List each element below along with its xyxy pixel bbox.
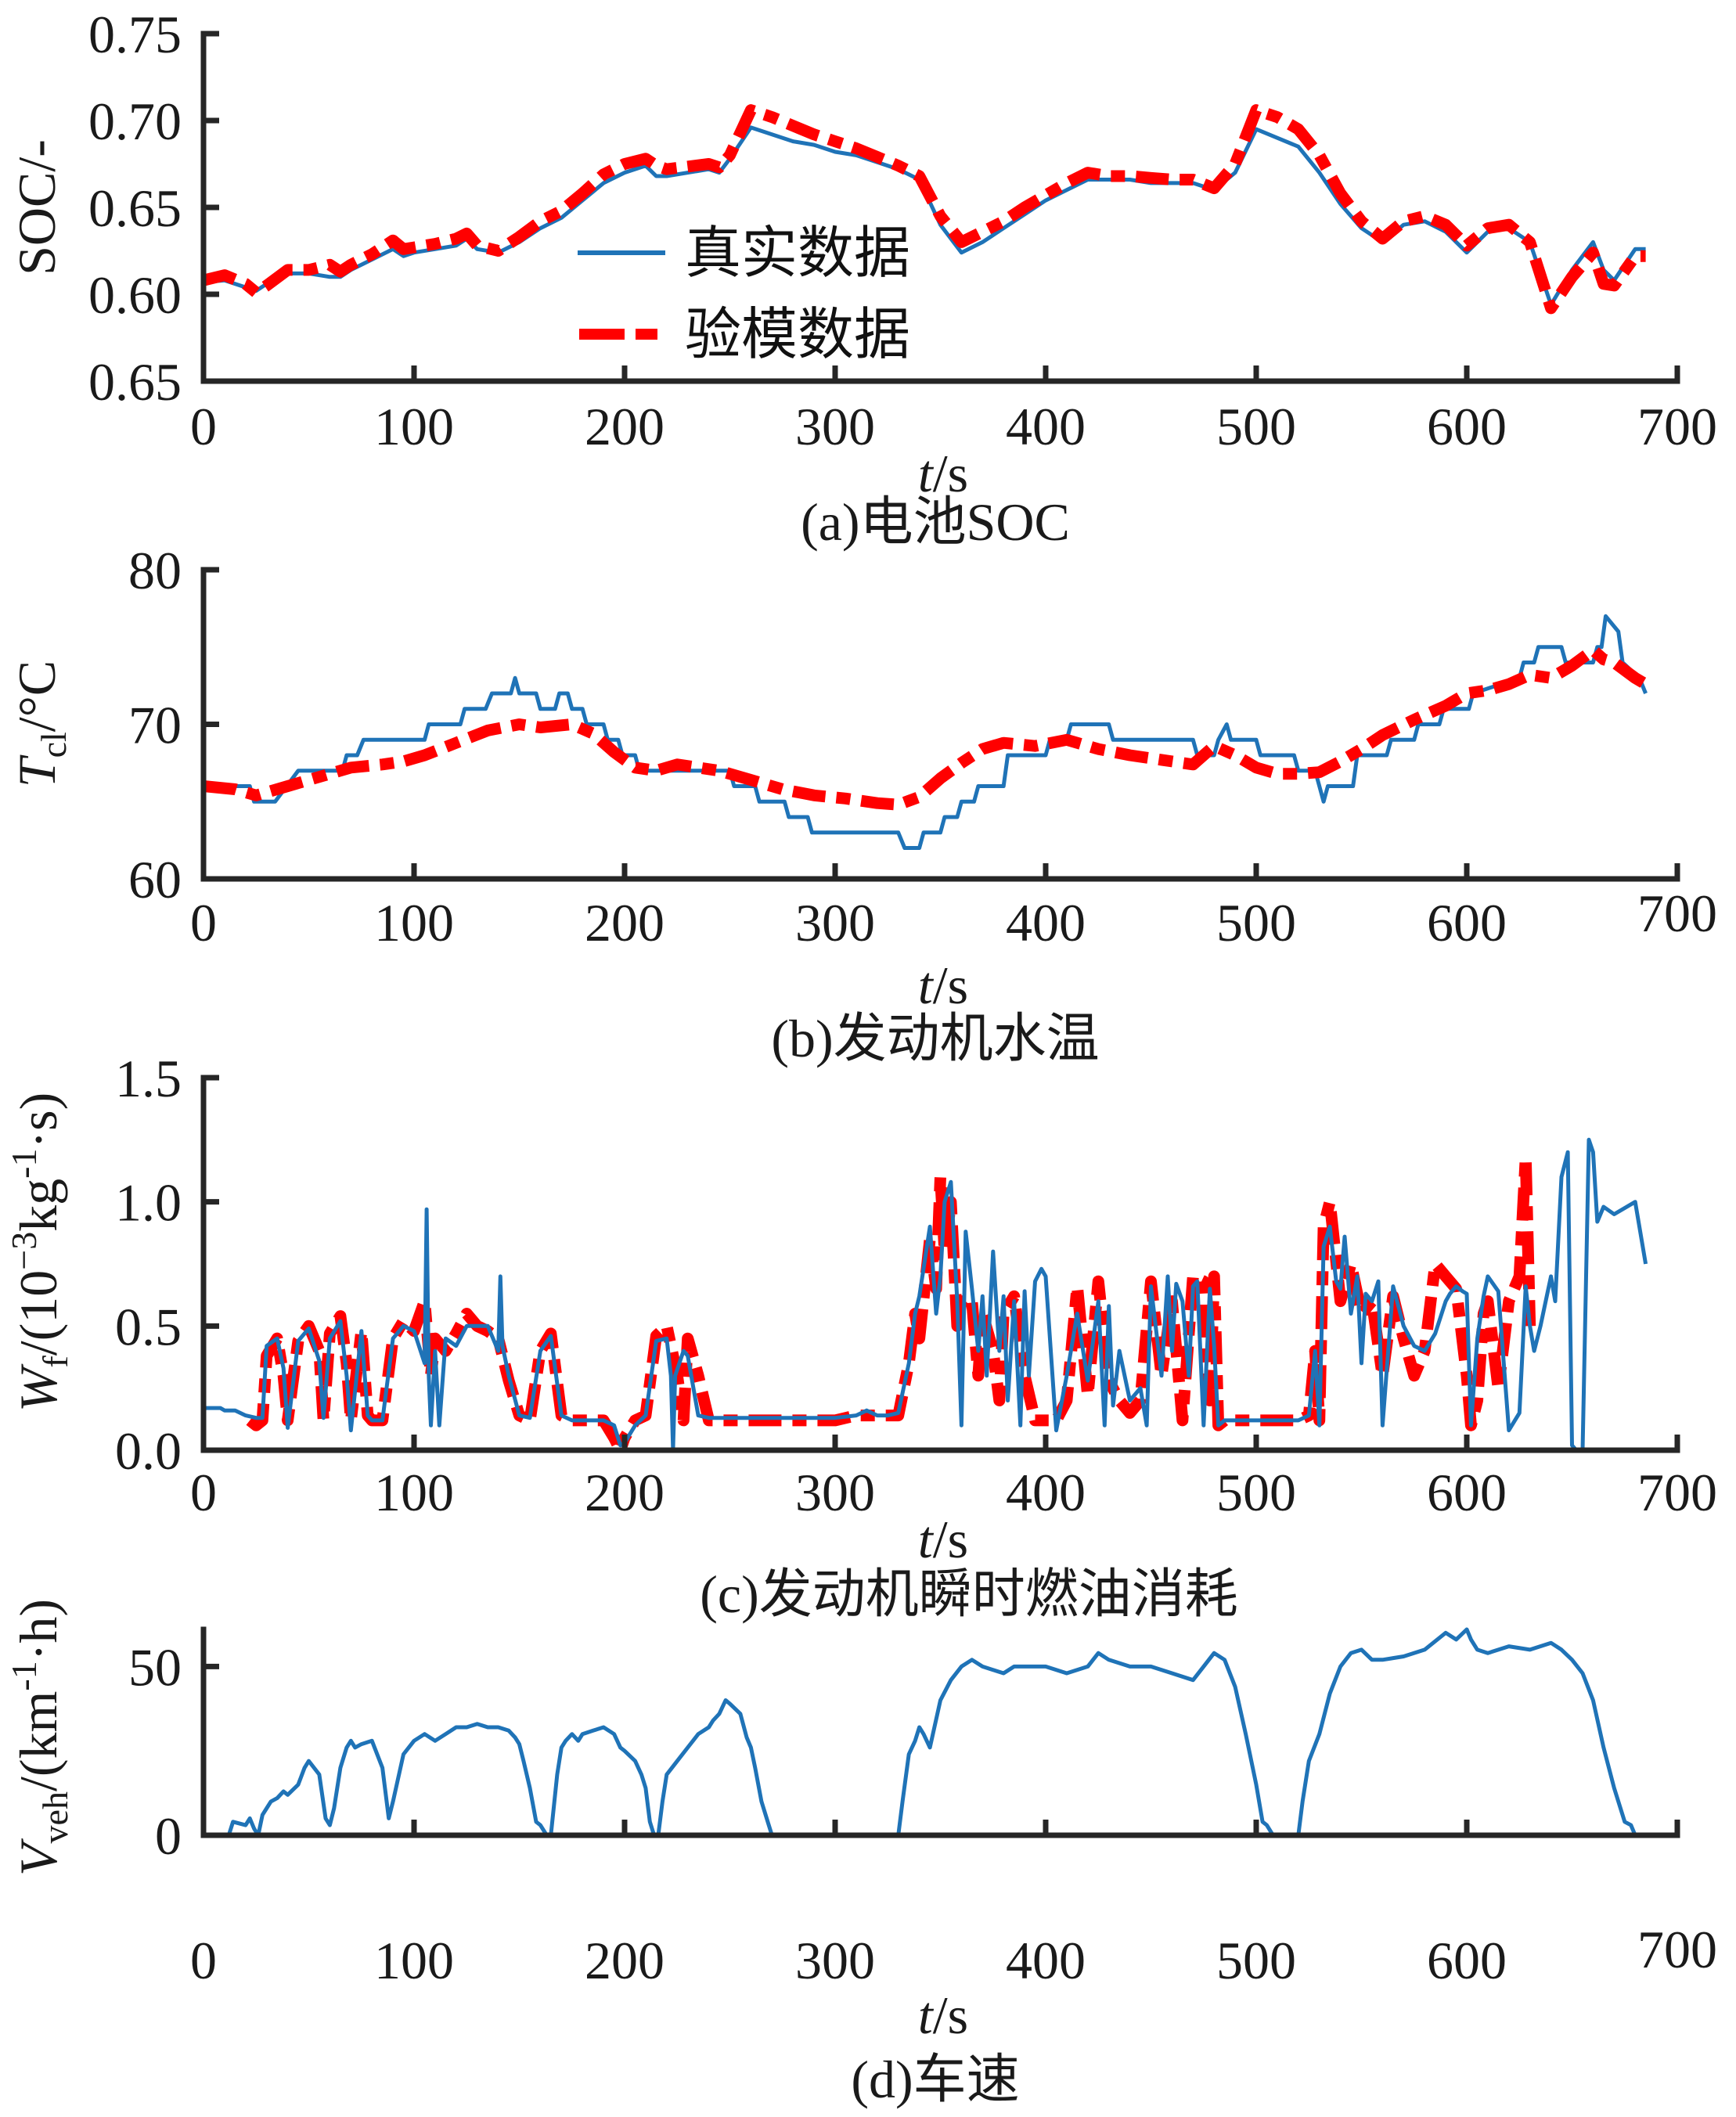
subplot-c-axes: 0 100 200 300 400 500 600 700 1.5 1.0 0.5 0.0 bbox=[115, 1049, 1717, 1522]
subplot-c-title: (c)发动机瞬时燃油消耗 bbox=[700, 1564, 1237, 1624]
subplot-d-ytick-label: 50 bbox=[128, 1637, 182, 1697]
subplot-c-fuel-rate: 0 100 200 300 400 500 600 700 1.5 1.0 0.5 0.0 Wf/(1… bbox=[4, 1049, 1717, 1624]
subplot-b-ytick-label: 70 bbox=[128, 696, 182, 755]
subplot-c-xtick-label: 300 bbox=[795, 1463, 875, 1522]
subplot-a-xtick-label: 100 bbox=[374, 397, 454, 456]
subplot-a-ytick-label: 0.75 bbox=[88, 5, 182, 64]
subplot-a-soc: 0 100 200 300 400 500 600 700 0.75 0.70 0.65 0.60 0.… bbox=[7, 5, 1717, 552]
subplot-d-xtick-label: 0 bbox=[190, 1931, 217, 1990]
subplot-a-xtick-label: 500 bbox=[1216, 397, 1296, 456]
subplot-a-title: (a)电池SOC bbox=[801, 492, 1070, 552]
subplot-c-xlabel: t/s bbox=[918, 1510, 968, 1569]
subplot-d-xtick-label: 400 bbox=[1006, 1931, 1086, 1990]
subplot-b-ylabel: Tcl/°C bbox=[7, 661, 74, 787]
subplot-c-ytick-label: 0.0 bbox=[115, 1421, 182, 1481]
subplot-d-xtick-label: 200 bbox=[585, 1931, 665, 1990]
subplot-b-lines bbox=[203, 614, 1649, 850]
subplot-b-xtick-label: 0 bbox=[190, 893, 217, 952]
legend: 真实数据 验模数据 bbox=[578, 220, 910, 367]
subplot-b-xtick-label: 100 bbox=[374, 893, 454, 952]
subplot-c-xtick-label: 500 bbox=[1216, 1463, 1296, 1522]
subplot-b-series-real bbox=[203, 614, 1648, 850]
subplot-a-ylabel: SOC/- bbox=[7, 139, 67, 275]
subplot-d-xtick-label: 300 bbox=[795, 1931, 875, 1990]
subplot-c-ytick-label: 0.5 bbox=[115, 1297, 182, 1356]
subplot-d-ylabel: Vveh/(km-1·h) bbox=[4, 1599, 75, 1876]
subplot-c-ylabel: Wf/(10−3kg-1·s) bbox=[4, 1093, 75, 1413]
subplot-a-xtick-label: 200 bbox=[585, 397, 665, 456]
subplot-a-xtick-label: 0 bbox=[190, 397, 217, 456]
subplot-d-lines bbox=[203, 1627, 1637, 1838]
subplot-b-ytick-label: 80 bbox=[128, 541, 182, 600]
subplot-c-xtick-label: 600 bbox=[1427, 1463, 1507, 1522]
subplot-c-lines bbox=[203, 1137, 1648, 1456]
subplot-a-ytick-label: 0.65 bbox=[88, 352, 182, 412]
subplot-c-series-real bbox=[203, 1137, 1648, 1453]
subplot-d-xtick-label: 500 bbox=[1216, 1931, 1296, 1990]
subplot-c-xtick-label: 700 bbox=[1637, 1463, 1717, 1522]
subplot-c-xtick-label: 0 bbox=[190, 1463, 217, 1522]
subplot-a-ytick-label: 0.70 bbox=[88, 92, 182, 151]
subplot-b-xtick-label: 200 bbox=[585, 893, 665, 952]
subplot-b-xtick-label: 700 bbox=[1637, 884, 1717, 943]
subplot-a-series-real bbox=[203, 125, 1646, 307]
subplot-b-ytick-label: 60 bbox=[128, 850, 182, 909]
subplot-a-ytick-label: 0.60 bbox=[88, 265, 182, 325]
subplot-d-xtick-label: 700 bbox=[1637, 1920, 1717, 1979]
subplot-d-series-real bbox=[203, 1627, 1637, 1838]
subplot-a-ytick-label: 0.65 bbox=[88, 178, 182, 238]
subplot-b-series-model bbox=[203, 644, 1649, 811]
subplot-b-xtick-label: 600 bbox=[1427, 893, 1507, 952]
subplot-a-xtick-label: 400 bbox=[1006, 397, 1086, 456]
subplot-b-axes: 0 100 200 300 400 500 600 700 80 70 60 bbox=[128, 541, 1717, 952]
subplot-b-title: (b)发动机水温 bbox=[771, 1009, 1099, 1068]
subplot-b-xlabel: t/s bbox=[918, 956, 968, 1015]
subplot-a-xtick-label: 700 bbox=[1637, 397, 1717, 456]
subplot-a-xtick-label: 300 bbox=[795, 397, 875, 456]
subplot-b-xtick-label: 500 bbox=[1216, 893, 1296, 952]
legend-model-label: 验模数据 bbox=[685, 301, 910, 367]
subplot-d-title: (d)车速 bbox=[851, 2050, 1019, 2109]
subplot-c-ytick-label: 1.0 bbox=[115, 1173, 182, 1233]
legend-real-label: 真实数据 bbox=[685, 220, 910, 286]
subplot-c-xtick-label: 200 bbox=[585, 1463, 665, 1522]
subplot-c-ytick-label: 1.5 bbox=[115, 1049, 182, 1108]
subplot-a-xlabel: t/s bbox=[918, 444, 968, 503]
subplot-a-xtick-label: 600 bbox=[1427, 397, 1507, 456]
subplot-d-ytick-label: 0 bbox=[155, 1806, 182, 1866]
subplot-a-series-model bbox=[202, 104, 1646, 315]
subplot-b-xtick-label: 300 bbox=[795, 893, 875, 952]
subplot-d-xtick-label: 100 bbox=[374, 1931, 454, 1990]
subplot-a-lines bbox=[202, 104, 1646, 315]
subplot-d-xlabel: t/s bbox=[918, 1986, 968, 2045]
subplot-a-axes: 0 100 200 300 400 500 600 700 0.75 0.70 0.65 0.60 0.… bbox=[88, 5, 1717, 456]
subplot-d-xtick-label: 600 bbox=[1427, 1931, 1507, 1990]
subplot-c-xtick-label: 400 bbox=[1006, 1463, 1086, 1522]
subplot-b-xtick-label: 400 bbox=[1006, 893, 1086, 952]
subplot-c-xtick-label: 100 bbox=[374, 1463, 454, 1522]
